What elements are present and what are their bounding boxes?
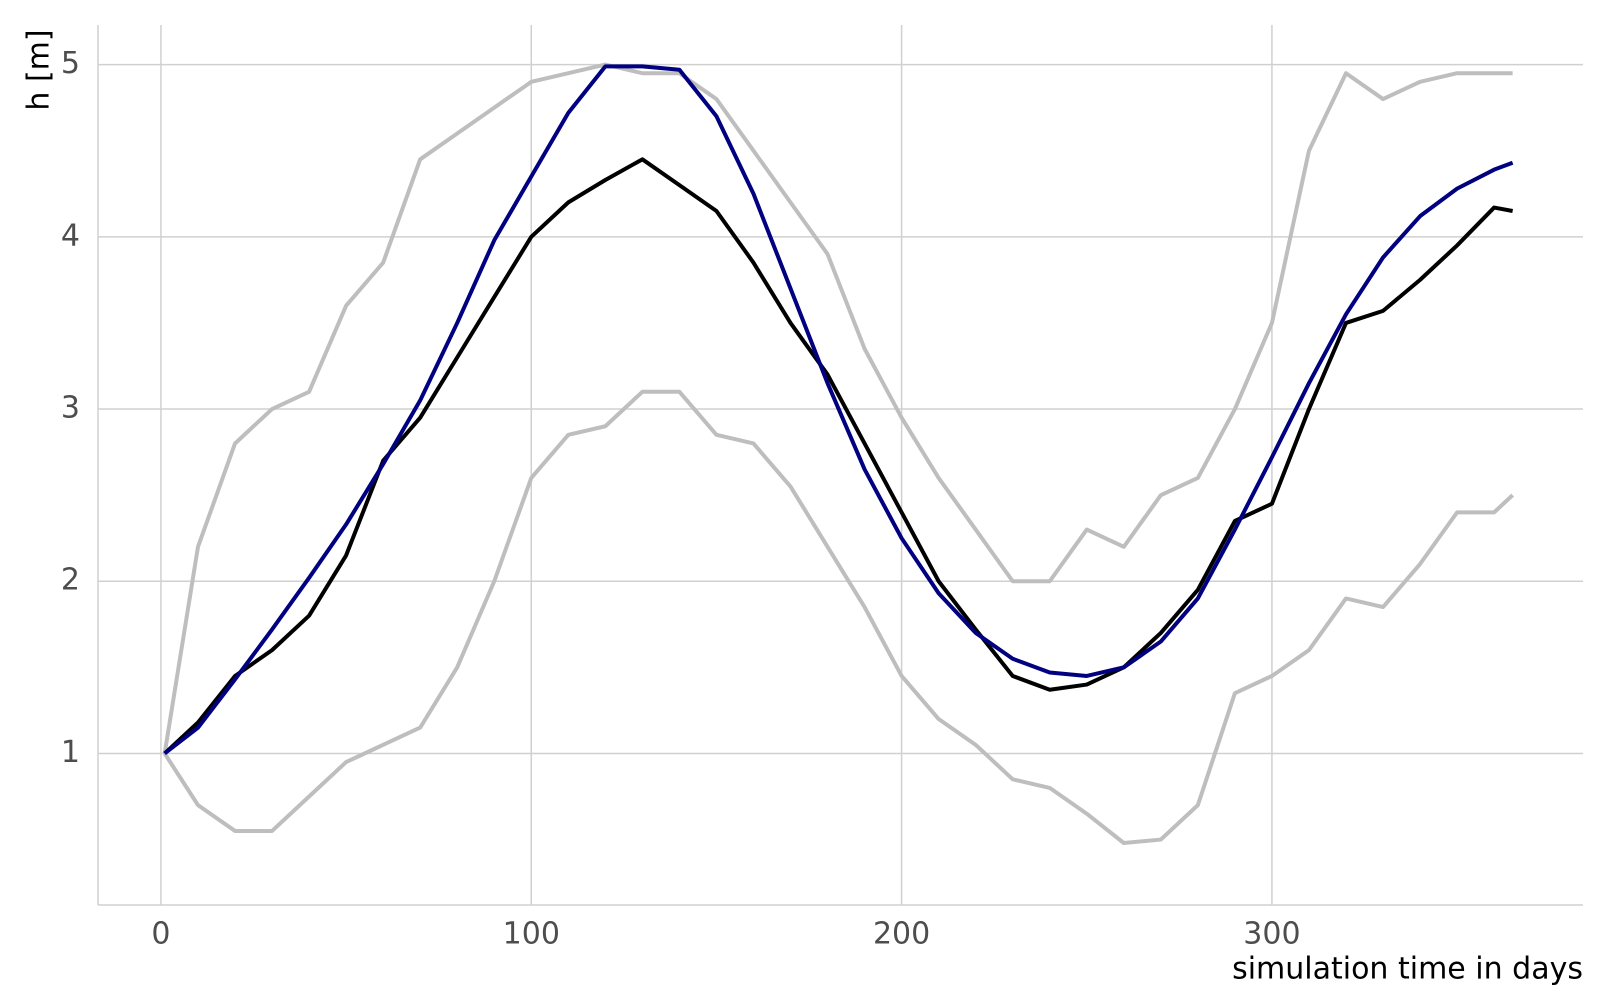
- y-tick-label: 3: [61, 391, 80, 426]
- series-line: [162, 62, 1513, 754]
- series-line: [163, 157, 1514, 755]
- y-tick-label: 5: [61, 46, 80, 81]
- y-tick-label: 4: [61, 218, 80, 253]
- y-tick-label: 1: [61, 735, 80, 770]
- y-tick-label: 2: [61, 563, 80, 598]
- x-tick-label: 300: [1243, 917, 1300, 952]
- series-line: [162, 389, 1515, 846]
- x-axis-title: simulation time in days: [1232, 952, 1583, 987]
- x-tick-label: 0: [151, 917, 170, 952]
- y-axis-title: h [m]: [22, 29, 57, 110]
- x-tick-label: 100: [503, 917, 560, 952]
- series-line: [163, 64, 1514, 756]
- x-tick-label: 200: [873, 917, 930, 952]
